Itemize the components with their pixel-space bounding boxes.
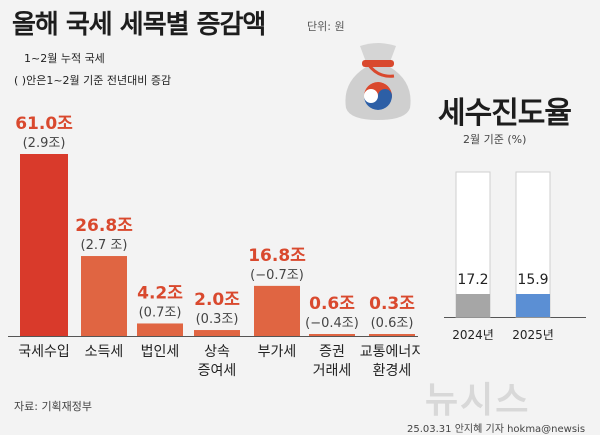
source-label: 자료: 기획재정부 [14,400,93,413]
category-label-0: 국세수입 [18,344,70,360]
yoy-label-1: (2.7 조) [81,238,128,253]
category-label-6: 환경세 [373,363,412,379]
category-label-5: 증권 [319,344,345,360]
progress-fill-1 [516,294,550,317]
progress-value-0: 17.2 [457,272,488,288]
progress-year-0: 2024년 [452,328,494,342]
unit-label: 단위: 원 [307,20,345,33]
bar-5 [309,334,355,336]
yoy-label-0: (2.9조) [23,136,66,151]
category-label-6: 교통에너지 [360,344,420,360]
progress-fill-0 [456,294,490,317]
value-label-1: 26.8조 [75,216,133,236]
category-label-3: 증여세 [198,363,237,379]
value-label-2: 4.2조 [137,283,183,303]
category-label-2: 법인세 [141,344,180,360]
yoy-label-3: (0.3조) [196,312,239,327]
value-label-5: 0.6조 [309,294,355,314]
category-label-3: 상속 [204,344,230,360]
progress-year-1: 2025년 [512,328,554,342]
paren-note: ( )안은1~2월 기준 전년대비 증감 [14,74,172,87]
category-label-4: 부가세 [258,344,297,360]
credit-label: 25.03.31 안지혜 기자 hokma@newsis [407,424,586,435]
bar-6 [369,334,415,336]
tax-bar-chart: 61.0조 (2.9조) 국세수입 26.8조 (2.7 조) 소득세 4.2조 (0.7조)… [8,114,420,379]
yoy-label-2: (0.7조) [139,305,182,320]
bar-2 [137,323,183,336]
money-bag-icon [345,43,411,120]
value-label-6: 0.3조 [369,294,415,314]
progress-bar-chart: 17.2 2024년 15.9 2025년 [444,171,586,342]
bar-1 [81,256,127,336]
bar-3 [194,330,240,336]
value-label-4: 16.8조 [248,246,306,266]
value-label-0: 61.0조 [15,114,73,134]
page-title: 올해 국세 세목별 증감액 [12,10,266,40]
category-label-5: 거래세 [313,363,352,379]
yoy-label-4: (−0.7조) [250,268,304,283]
value-label-3: 2.0조 [194,290,240,310]
period-note: 1~2월 누적 국세 [24,52,105,65]
progress-subtitle: 2월 기준 (%) [463,133,527,146]
category-label-1: 소득세 [85,344,124,360]
watermark-logo: 뉴시스 [425,380,531,421]
yoy-label-6: (0.6조) [371,316,414,331]
yoy-label-5: (−0.4조) [305,316,359,331]
progress-value-1: 15.9 [517,272,548,288]
bar-4 [254,285,300,336]
progress-title: 세수진도율 [438,96,572,131]
bar-0 [20,154,68,336]
